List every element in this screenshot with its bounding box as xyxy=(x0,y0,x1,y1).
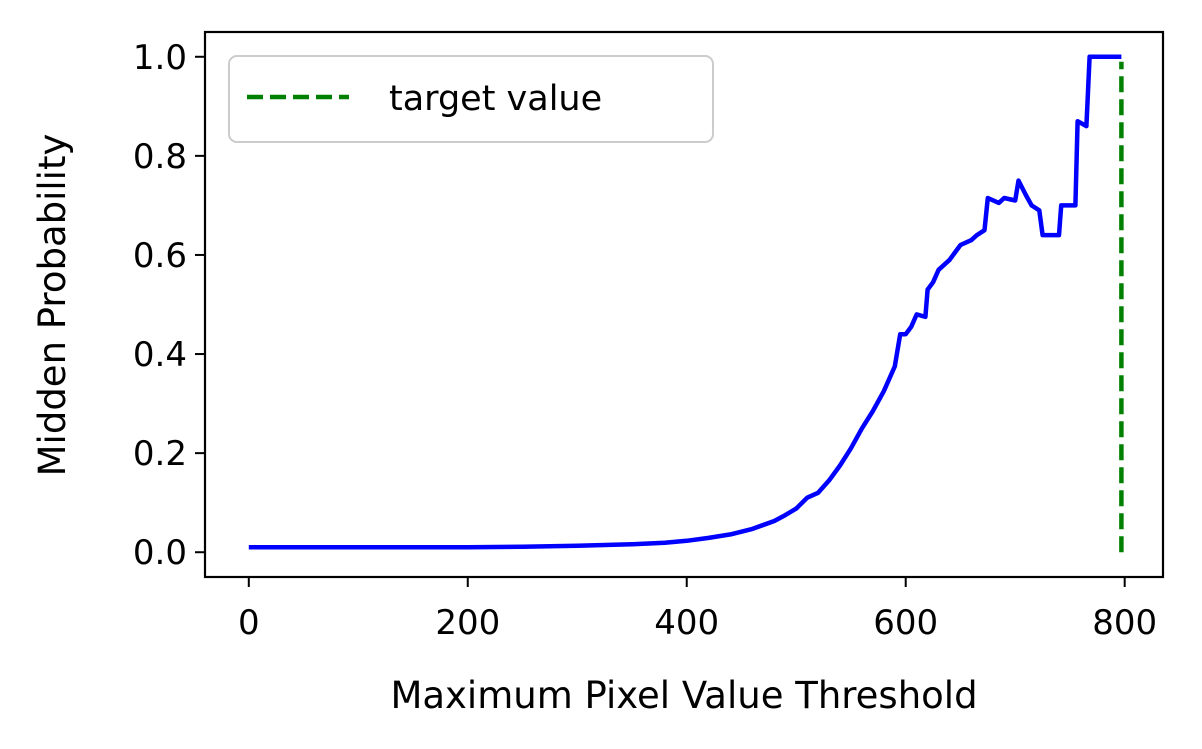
y-tick-label: 0.4 xyxy=(133,335,187,375)
y-tick-label: 0.8 xyxy=(133,137,187,177)
y-tick-label: 0.0 xyxy=(133,533,187,573)
x-tick-label: 0 xyxy=(238,603,260,643)
x-tick-label: 400 xyxy=(654,603,719,643)
plot-area xyxy=(203,30,1165,579)
y-tick-label: 0.2 xyxy=(133,434,187,474)
x-tick-label: 200 xyxy=(435,603,500,643)
axes-frame xyxy=(203,30,1165,579)
y-axis-ticks: 0.0 0.2 0.4 0.6 0.8 1.0 xyxy=(133,38,205,573)
legend-box xyxy=(228,55,714,143)
series-layer xyxy=(248,54,1124,553)
y-tick-label: 1.0 xyxy=(133,38,187,78)
x-tick-label: 800 xyxy=(1092,603,1157,643)
x-tick-label: 600 xyxy=(873,603,938,643)
probability-line xyxy=(248,54,1122,550)
x-axis-ticks: 0 200 400 600 800 xyxy=(238,577,1157,643)
y-tick-label: 0.6 xyxy=(133,236,187,276)
legend-label-target-value: target value xyxy=(389,79,602,119)
x-axis-label: Maximum Pixel Value Threshold xyxy=(390,674,977,717)
legend: target value xyxy=(228,55,714,143)
y-axis-label: Midden Probability xyxy=(31,134,74,477)
